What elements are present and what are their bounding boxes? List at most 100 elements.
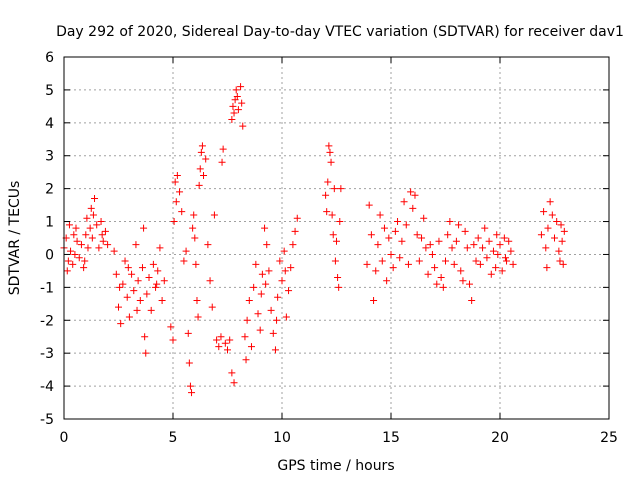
y-tick-label: 0 (45, 247, 54, 263)
data-point (75, 254, 83, 262)
data-point (101, 227, 109, 235)
data-point (196, 165, 204, 173)
y-tick-label: -1 (40, 280, 54, 296)
data-point (115, 303, 122, 311)
data-point (143, 290, 151, 298)
data-point (481, 224, 489, 232)
y-tick-label: 2 (45, 182, 54, 198)
data-point (254, 310, 262, 318)
x-tick-label: 5 (169, 430, 178, 446)
data-point (210, 211, 218, 219)
data-point (389, 264, 397, 272)
data-point (119, 280, 127, 288)
data-point (404, 260, 412, 268)
data-point (134, 277, 142, 285)
data-point (83, 214, 91, 222)
data-point (256, 326, 264, 334)
data-point (217, 333, 225, 341)
data-point (208, 303, 216, 311)
data-points (60, 83, 568, 397)
chart-title: Day 292 of 2020, Sidereal Day-to-day VTE… (56, 24, 624, 40)
data-point (474, 234, 482, 242)
data-point (265, 267, 273, 275)
data-point (238, 99, 246, 107)
data-point (145, 273, 153, 281)
data-point (325, 142, 333, 150)
data-point (228, 369, 236, 377)
data-point (171, 178, 179, 186)
data-point (190, 211, 198, 219)
data-point (542, 244, 550, 252)
x-tick-label: 20 (491, 430, 509, 446)
data-point (219, 145, 227, 153)
data-point (158, 297, 166, 305)
data-point (226, 336, 234, 344)
data-point (450, 260, 458, 268)
data-point (363, 260, 371, 268)
data-point (243, 316, 251, 324)
data-point (67, 247, 75, 255)
y-tick-label: 3 (45, 149, 54, 165)
data-point (329, 231, 337, 239)
data-point (218, 158, 226, 166)
data-point (184, 329, 192, 337)
data-point (229, 102, 237, 110)
data-point (93, 221, 101, 229)
data-point (365, 201, 373, 209)
data-point (173, 171, 181, 179)
data-point (559, 260, 567, 268)
data-point (551, 234, 558, 242)
data-point (230, 379, 238, 387)
data-point (202, 155, 210, 163)
data-point (461, 227, 469, 235)
data-point (252, 260, 260, 268)
data-point (557, 221, 565, 229)
data-point (191, 234, 199, 242)
data-point (192, 260, 200, 268)
data-point (193, 297, 201, 305)
data-point (142, 349, 150, 357)
data-point (437, 273, 445, 281)
data-point (133, 306, 141, 314)
axis-ticks (63, 56, 610, 420)
data-point (335, 283, 343, 291)
data-point (271, 346, 279, 354)
y-tick-labels: -5 -4 -3 -2 -1 0 1 2 3 4 5 6 (40, 50, 54, 428)
data-point (289, 241, 297, 249)
data-point (276, 257, 284, 265)
data-point (492, 264, 500, 272)
data-point (285, 287, 293, 295)
data-point (237, 83, 245, 91)
x-tick-labels: 0 5 10 15 20 25 (60, 430, 618, 446)
data-point (323, 208, 331, 216)
data-point (331, 257, 339, 265)
data-point (86, 224, 94, 232)
data-point (230, 109, 238, 117)
data-point (186, 382, 194, 390)
data-point (293, 214, 301, 222)
plot-frame (63, 56, 610, 420)
data-point (543, 264, 551, 272)
y-tick-label: -5 (40, 412, 54, 428)
data-point (257, 290, 265, 298)
data-point (455, 221, 463, 229)
data-point (269, 329, 277, 337)
data-point (409, 204, 417, 212)
data-point (88, 234, 96, 242)
y-tick-label: -2 (40, 313, 54, 329)
data-point (258, 270, 266, 278)
data-point (465, 280, 473, 288)
data-point (385, 234, 393, 242)
data-point (152, 283, 160, 291)
data-point (280, 247, 288, 255)
data-point (97, 218, 105, 226)
data-point (442, 257, 449, 265)
data-point (380, 224, 388, 232)
data-point (496, 241, 504, 249)
data-point (65, 221, 73, 229)
data-point (195, 181, 203, 189)
data-point (178, 208, 186, 216)
data-point (378, 257, 386, 265)
data-point (239, 122, 247, 130)
data-point (170, 218, 178, 226)
